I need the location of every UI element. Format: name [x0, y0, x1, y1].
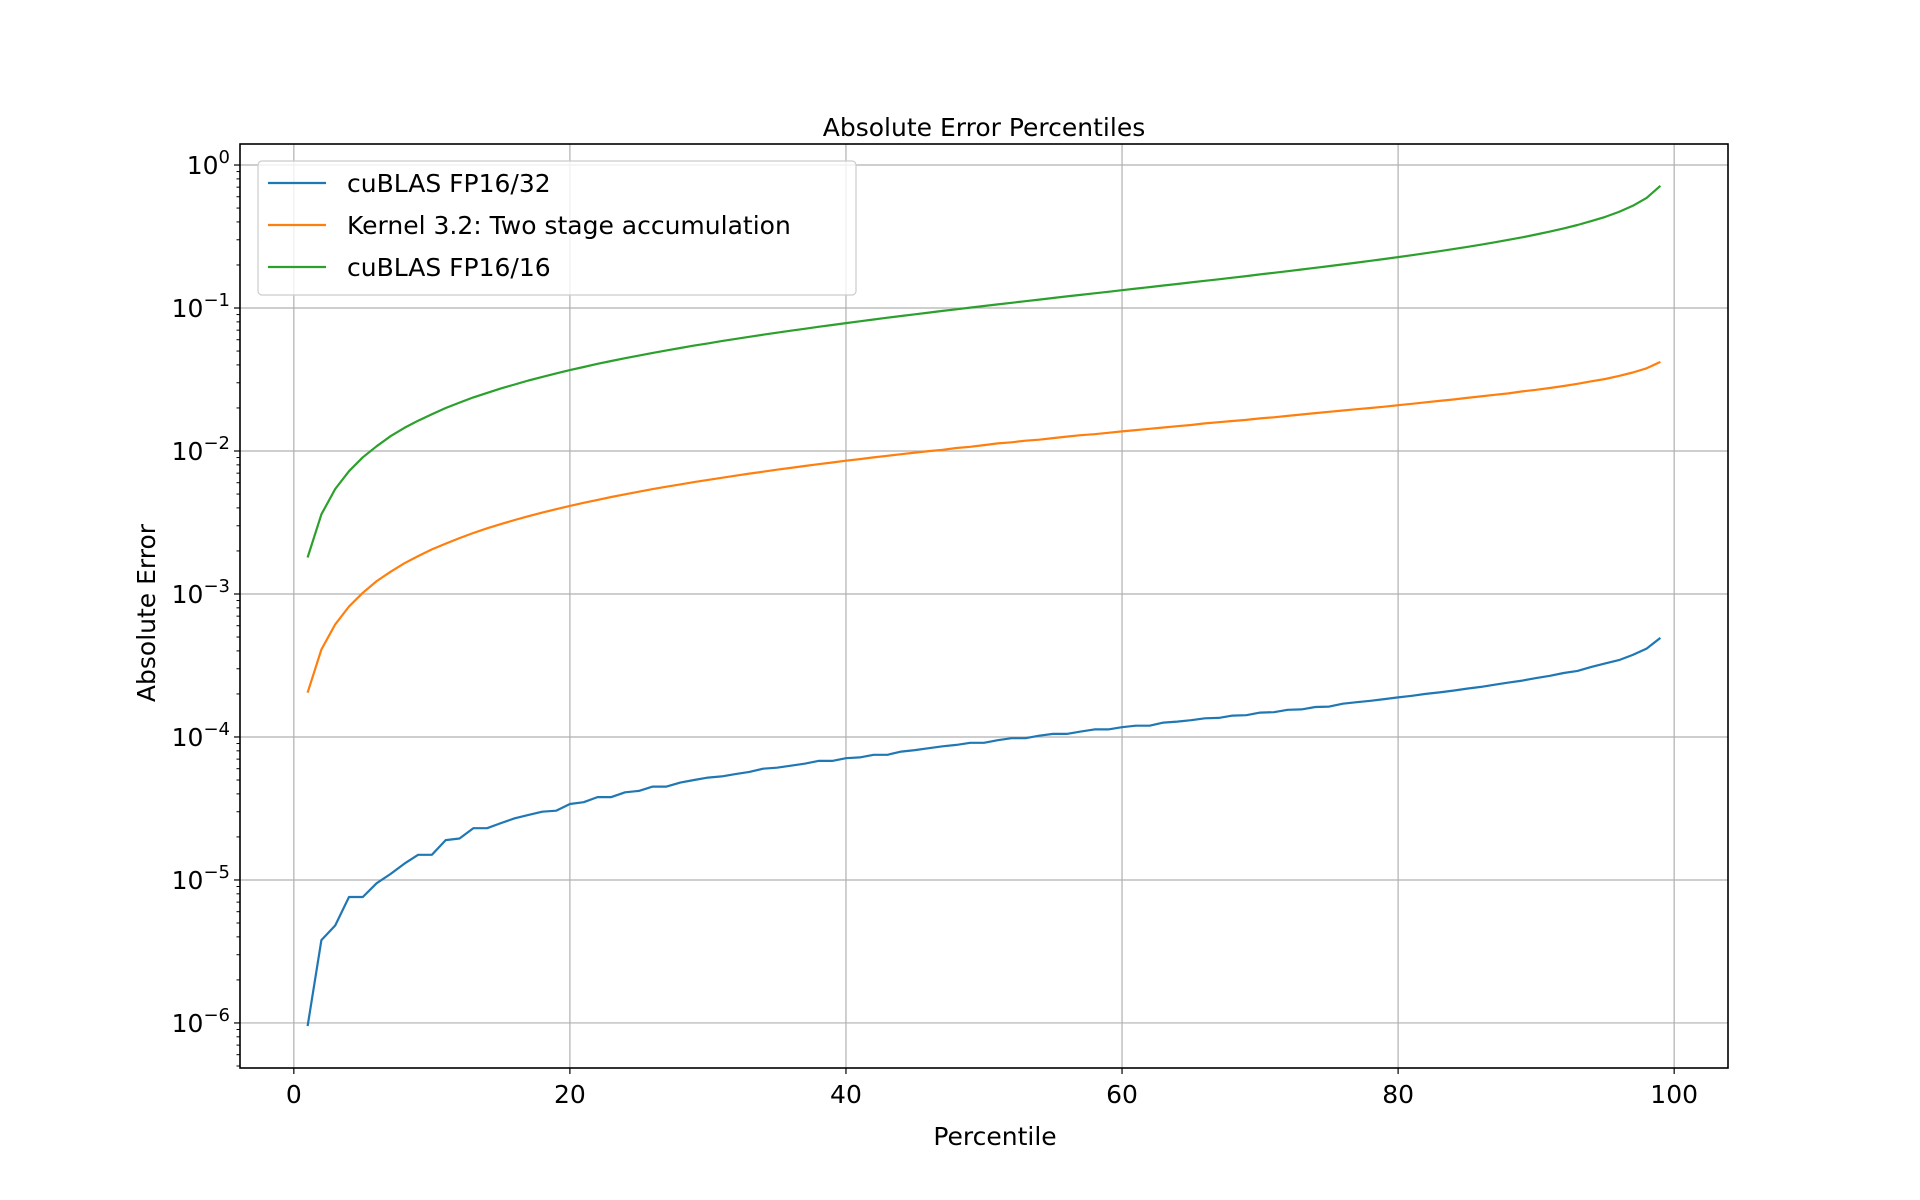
x-axis-label: Percentile: [933, 1122, 1056, 1151]
y-tick-label: 10−1: [172, 290, 230, 323]
legend-label-2: Kernel 3.2: Two stage accumulation: [347, 211, 791, 240]
x-tick-label: 60: [1106, 1080, 1138, 1109]
y-tick-label: 10−6: [172, 1005, 230, 1038]
legend-label-3: cuBLAS FP16/16: [347, 253, 551, 282]
plot-lines: [306, 184, 1662, 1027]
chart-title: Absolute Error Percentiles: [823, 113, 1145, 142]
legend-box: [257, 160, 857, 296]
x-axis-ticks: 0 20 40 60 80 100: [286, 1068, 1698, 1109]
axes-frame: [239, 143, 1729, 1069]
y-tick-label: 10−2: [172, 433, 230, 466]
x-tick-label: 100: [1650, 1080, 1698, 1109]
series-line-1: [306, 637, 1662, 1027]
series-line-2: [306, 360, 1661, 694]
grid: [240, 144, 1728, 1068]
y-tick-label: 10−5: [172, 862, 230, 895]
legend-label-1: cuBLAS FP16/32: [347, 169, 551, 198]
y-tick-label: 10−4: [172, 719, 230, 752]
x-tick-label: 40: [830, 1080, 862, 1109]
y-axis-label: Absolute Error: [132, 523, 161, 702]
y-axis-ticks: 100 10−1 10−2 10−3 10−4 10−5 10−6: [172, 147, 240, 1067]
x-tick-label: 0: [286, 1080, 302, 1109]
x-tick-label: 20: [554, 1080, 586, 1109]
y-tick-label: 10−3: [172, 576, 230, 609]
x-tick-label: 80: [1382, 1080, 1414, 1109]
y-tick-label: 100: [187, 147, 230, 180]
legend: cuBLAS FP16/32 Kernel 3.2: Two stage accu…: [257, 160, 857, 296]
series-line-3: [306, 184, 1662, 558]
